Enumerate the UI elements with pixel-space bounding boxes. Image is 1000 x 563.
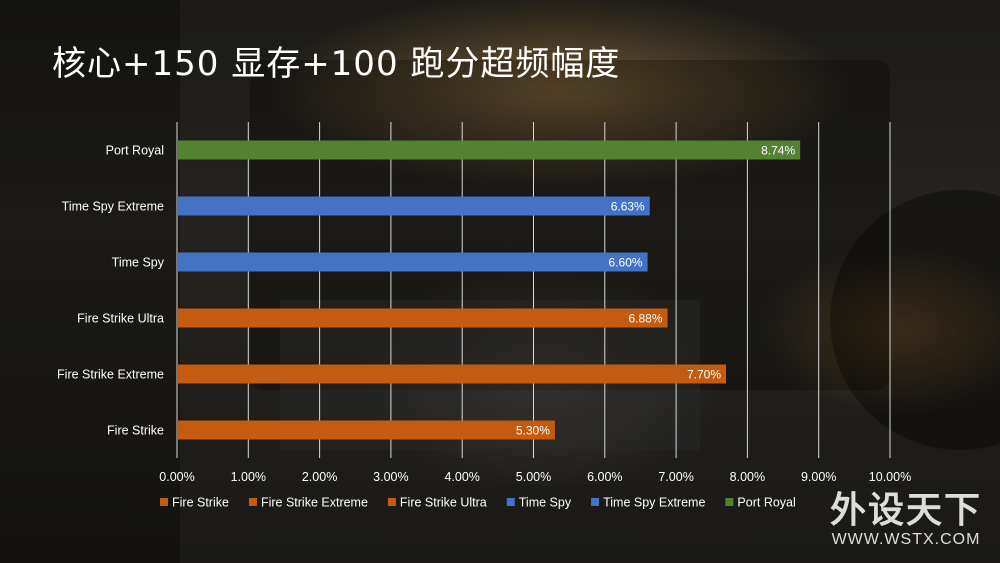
bar [177,252,648,272]
legend-swatch [387,498,396,506]
category-labels: Port Royal Time Spy Extreme Time Spy Fire S… [57,144,165,438]
legend-label: Fire Strike [172,496,229,510]
legend-label: Fire Strike Ultra [400,496,487,510]
category-label: Time Spy [112,256,165,270]
page-title: 核心+150 显存+100 跑分超频幅度 [52,44,621,84]
x-tick-label: 5.00% [516,470,551,484]
category-label: Fire Strike Extreme [57,368,164,382]
legend-label: Time Spy [519,496,572,510]
watermark-logo: 外设天下 WWW.WSTX.COM [830,491,982,549]
bar [177,140,801,160]
x-tick-label: 1.00% [231,470,266,484]
category-label: Time Spy Extreme [62,200,164,214]
bar [177,308,668,328]
category-label: Fire Strike Ultra [77,312,164,326]
data-label: 6.88% [629,312,663,326]
legend-label: Fire Strike Extreme [261,496,368,510]
x-tick-label: 0.00% [159,470,194,484]
x-tick-label: 3.00% [373,470,408,484]
data-label: 7.70% [687,368,721,382]
legend-swatch [591,498,600,506]
legend-label: Time Spy Extreme [603,496,705,510]
bar [177,196,650,216]
legend-swatch [160,498,168,506]
data-label: 8.74% [761,144,795,158]
bars: 8.74% 6.63% 6.60% 6.88% 7.70% 5.30% [177,140,801,440]
watermark-url: WWW.WSTX.COM [831,531,981,548]
legend-swatch [506,498,515,506]
x-axis-ticks: 0.00% 1.00% 2.00% 3.00% 4.00% 5.00% 6.00% 7.00%… [159,470,911,484]
x-tick-label: 7.00% [658,470,693,484]
watermark-name: 外设天下 [829,490,982,531]
category-label: Fire Strike [107,424,164,438]
grid-lines [176,122,891,458]
x-tick-label: 4.00% [444,470,479,484]
bar [177,364,727,384]
x-tick-label: 2.00% [302,470,337,484]
legend-label: Port Royal [737,496,795,510]
x-tick-label: 8.00% [730,470,765,484]
data-label: 6.60% [609,256,643,270]
x-tick-label: 9.00% [801,470,836,484]
data-label: 5.30% [516,424,550,438]
legend: Fire Strike Fire Strike Extreme Fire Strik… [160,496,796,510]
category-label: Port Royal [106,144,164,158]
x-tick-label: 6.00% [587,470,622,484]
x-tick-label: 10.00% [869,470,911,484]
bar [177,420,555,440]
data-label: 6.63% [611,200,645,214]
legend-swatch [248,498,257,506]
legend-swatch [725,498,734,506]
